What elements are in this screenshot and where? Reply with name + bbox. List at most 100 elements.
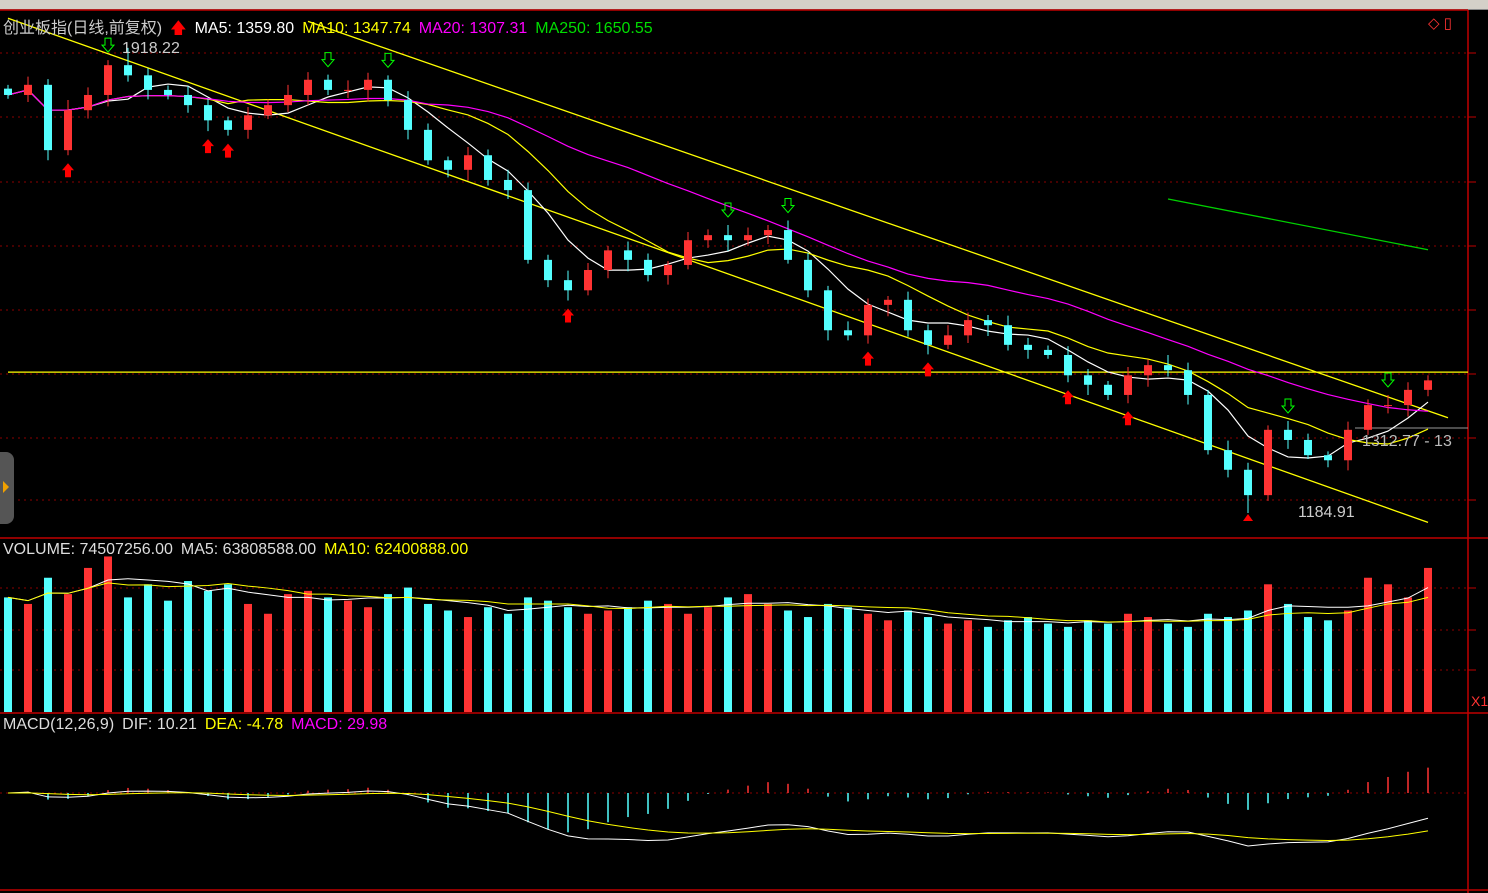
volume-bar	[544, 600, 552, 712]
macd-name: MACD(12,26,9)	[3, 716, 115, 733]
candle-body	[84, 94, 92, 111]
candle-body	[1324, 455, 1332, 461]
ma20-line	[7, 89, 1429, 412]
candle-body	[224, 120, 232, 130]
candle-body	[764, 230, 772, 236]
volume-bar	[944, 623, 952, 712]
ma10-value: MA10: 1347.74	[302, 20, 411, 37]
window-controls[interactable]: ◇ ▯	[1428, 14, 1452, 32]
candle-body	[124, 65, 132, 76]
up-arrow-icon: 🡅	[170, 20, 187, 37]
maximize-icon[interactable]: ▯	[1443, 15, 1452, 32]
volume-bar	[684, 613, 692, 712]
candle-body	[604, 250, 612, 271]
volume-bar	[1184, 626, 1192, 712]
candle-body	[64, 110, 72, 151]
candle-body	[784, 230, 792, 260]
buy-arrow-icon	[62, 163, 74, 178]
volume-bar	[404, 587, 412, 712]
candle-body	[1424, 380, 1432, 390]
candle-body	[504, 179, 512, 191]
volume-bar	[1204, 613, 1212, 712]
zoom-label[interactable]: X1	[1471, 693, 1488, 709]
volume-bar	[984, 626, 992, 712]
candle-body	[484, 155, 492, 180]
candle-body	[364, 79, 372, 90]
candle-body	[1004, 325, 1012, 345]
volume-bar	[964, 620, 972, 712]
volume-bar	[4, 597, 12, 712]
volume-bar	[624, 607, 632, 712]
cursor-price-label: 1312.77 - 13	[1362, 433, 1452, 450]
candle-body	[584, 270, 592, 291]
candle-body	[444, 160, 452, 170]
candle-body	[864, 304, 872, 336]
expand-panel-handle[interactable]	[0, 452, 14, 524]
volume-bar	[1004, 620, 1012, 712]
candle-body	[404, 100, 412, 130]
volume-bar	[384, 594, 392, 712]
ma250-value: MA250: 1650.55	[535, 20, 653, 37]
volume-bar	[1064, 626, 1072, 712]
volume-bar	[204, 590, 212, 712]
volume-bar	[364, 607, 372, 712]
candle-body	[884, 299, 892, 305]
volume-bar	[704, 607, 712, 712]
volume-bar	[724, 597, 732, 712]
volume-bar	[864, 613, 872, 712]
volume-bar	[1144, 617, 1152, 712]
candle-body	[144, 75, 152, 90]
candle-body	[104, 65, 112, 95]
candle-body	[1344, 429, 1352, 461]
volume-bar	[1364, 577, 1372, 712]
volume-bar	[1404, 597, 1412, 712]
volume-bar	[1304, 617, 1312, 712]
candle-body	[1024, 344, 1032, 350]
volume-bar	[904, 610, 912, 712]
low-marker-icon	[1243, 513, 1253, 521]
volume-bar	[84, 567, 92, 712]
low-label: 1184.91	[1298, 504, 1355, 521]
volume-legend: VOLUME: 74507256.00 MA5: 63808588.00 MA10:…	[3, 541, 476, 559]
volume-bar	[344, 600, 352, 712]
candle-body	[1404, 389, 1412, 406]
volume-bar	[1164, 623, 1172, 712]
buy-arrow-icon	[1122, 411, 1134, 426]
diamond-icon[interactable]: ◇	[1428, 15, 1440, 32]
candle-body	[1044, 349, 1052, 355]
candle-body	[1104, 384, 1112, 395]
buy-arrow-icon	[202, 139, 214, 154]
candle-body	[4, 88, 12, 95]
ma20-value: MA20: 1307.31	[418, 20, 528, 37]
volume-bar	[264, 613, 272, 712]
volume-bar	[304, 590, 312, 712]
sell-arrow-icon	[780, 198, 796, 214]
volume-bar	[644, 600, 652, 712]
volume-bar	[1344, 610, 1352, 712]
volume-bar	[844, 607, 852, 712]
buy-arrow-icon	[922, 362, 934, 377]
volume-bar	[44, 577, 52, 712]
ma250-line	[1167, 198, 1429, 251]
candle-body	[564, 280, 572, 291]
candle-body	[984, 320, 992, 326]
volume-bar	[164, 600, 172, 712]
candle-body	[1304, 439, 1312, 456]
candle-body	[164, 89, 172, 95]
volume-ma10-value: MA10: 62400888.00	[324, 541, 469, 558]
volume-bar	[104, 556, 112, 712]
volume-bar	[1244, 610, 1252, 712]
sell-arrow-icon	[100, 37, 116, 53]
dif-value: DIF: 10.21	[122, 716, 197, 733]
volume-bar	[284, 594, 292, 712]
candle-body	[744, 235, 752, 241]
ma10-line	[7, 89, 1429, 445]
volume-bar	[24, 603, 32, 712]
volume-bar	[1424, 567, 1432, 712]
volume-bar	[484, 607, 492, 712]
volume-bar	[1104, 623, 1112, 712]
sell-arrow-icon	[720, 202, 736, 218]
volume-bar	[884, 620, 892, 712]
candle-body	[24, 84, 32, 95]
